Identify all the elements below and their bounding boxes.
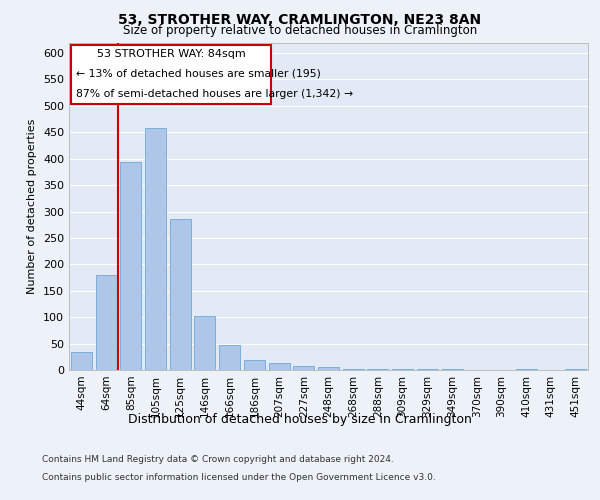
- Bar: [194, 316, 215, 370]
- Text: Contains HM Land Registry data © Crown copyright and database right 2024.: Contains HM Land Registry data © Crown c…: [42, 455, 394, 464]
- Bar: [269, 363, 290, 370]
- FancyBboxPatch shape: [71, 44, 271, 104]
- Bar: [95, 275, 116, 370]
- Bar: [219, 345, 240, 370]
- Bar: [392, 369, 413, 370]
- Bar: [170, 220, 191, 370]
- Bar: [293, 366, 314, 370]
- Bar: [145, 128, 166, 370]
- Bar: [343, 369, 364, 370]
- Bar: [71, 352, 92, 370]
- Y-axis label: Number of detached properties: Number of detached properties: [28, 118, 37, 294]
- Bar: [120, 162, 141, 370]
- Bar: [244, 360, 265, 370]
- Text: 53 STROTHER WAY: 84sqm: 53 STROTHER WAY: 84sqm: [97, 49, 245, 59]
- Text: Distribution of detached houses by size in Cramlington: Distribution of detached houses by size …: [128, 412, 472, 426]
- Text: Size of property relative to detached houses in Cramlington: Size of property relative to detached ho…: [123, 24, 477, 37]
- Bar: [318, 368, 339, 370]
- Text: 87% of semi-detached houses are larger (1,342) →: 87% of semi-detached houses are larger (…: [76, 88, 353, 99]
- Bar: [565, 369, 586, 370]
- Text: ← 13% of detached houses are smaller (195): ← 13% of detached houses are smaller (19…: [76, 68, 321, 78]
- Text: 53, STROTHER WAY, CRAMLINGTON, NE23 8AN: 53, STROTHER WAY, CRAMLINGTON, NE23 8AN: [118, 12, 482, 26]
- Text: Contains public sector information licensed under the Open Government Licence v3: Contains public sector information licen…: [42, 473, 436, 482]
